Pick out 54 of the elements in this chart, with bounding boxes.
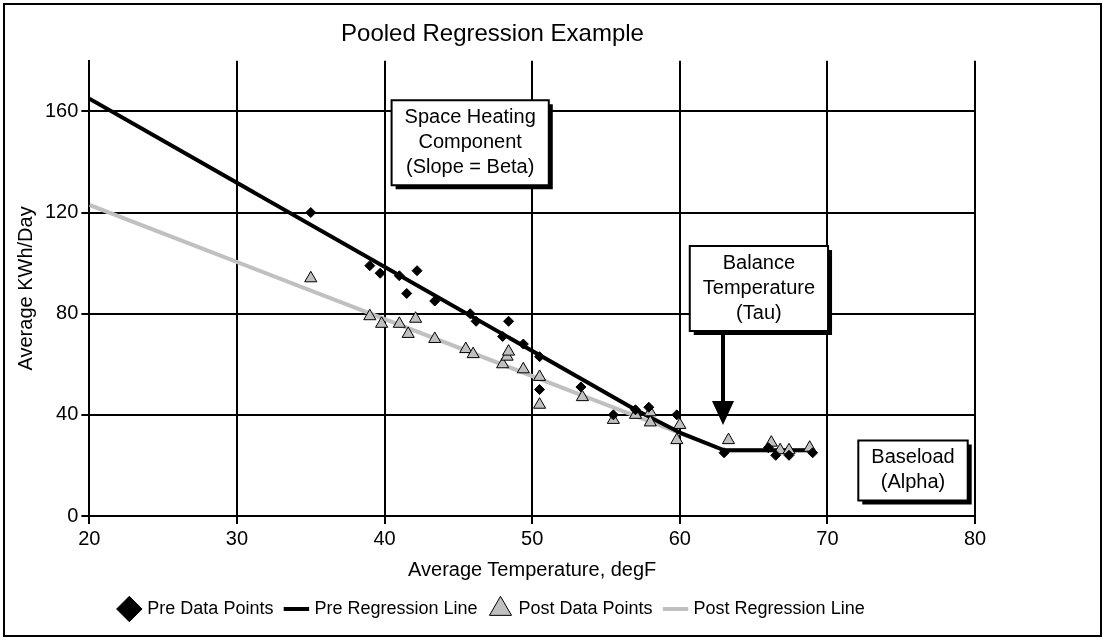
- point: [783, 449, 795, 461]
- point: [411, 265, 423, 277]
- y-tick-label: 40: [56, 402, 79, 425]
- point: [393, 270, 405, 282]
- point: [401, 326, 415, 338]
- point: [516, 361, 530, 374]
- point: [466, 346, 480, 359]
- point: [670, 432, 684, 445]
- y-axis-title: Average KWh/Day: [13, 206, 36, 371]
- point: [575, 381, 587, 393]
- point: [375, 316, 389, 328]
- y-tick-label: 120: [44, 200, 79, 223]
- legend-label: Post Data Points: [518, 597, 653, 618]
- x-tick-label: 80: [963, 526, 987, 549]
- x-axis-title: Average Temperature, degF: [408, 557, 657, 580]
- point: [643, 414, 657, 427]
- point: [770, 449, 782, 461]
- x-tick-label: 40: [373, 526, 396, 549]
- point: [409, 311, 423, 323]
- x-tick-label: 70: [816, 526, 839, 549]
- y-tick-label: 0: [67, 503, 79, 526]
- point: [304, 270, 318, 283]
- point: [762, 442, 774, 454]
- annotation: Baseload (Alpha): [871, 445, 955, 493]
- annotation: Balance Temperature (Tau): [702, 250, 816, 323]
- point: [364, 260, 376, 272]
- annotation: Space Heating Component (Slope = Beta): [404, 105, 536, 178]
- point: [718, 447, 730, 459]
- x-tick-label: 60: [668, 526, 691, 549]
- x-tick-label: 20: [78, 526, 101, 549]
- point: [534, 384, 546, 396]
- point: [503, 315, 515, 327]
- y-tick-label: 160: [44, 98, 79, 121]
- point: [533, 369, 547, 381]
- point: [575, 389, 589, 402]
- legend-label: Post Regression Line: [693, 597, 865, 618]
- point: [401, 287, 413, 299]
- point: [533, 397, 547, 409]
- point: [673, 417, 687, 429]
- point: [643, 401, 655, 413]
- point: [363, 308, 377, 321]
- point: [721, 432, 736, 445]
- point: [305, 207, 317, 219]
- point: [428, 331, 442, 343]
- point: [392, 316, 406, 328]
- point: [502, 344, 516, 356]
- x-tick-label: 30: [225, 526, 249, 549]
- x-tick-label: 50: [521, 526, 544, 549]
- y-tick-label: 80: [56, 301, 79, 324]
- legend-label: Pre Regression Line: [314, 597, 478, 618]
- chart-title: Pooled Regression Example: [341, 19, 644, 47]
- point: [807, 447, 819, 459]
- legend-label: Pre Data Points: [147, 597, 274, 618]
- point: [459, 341, 473, 354]
